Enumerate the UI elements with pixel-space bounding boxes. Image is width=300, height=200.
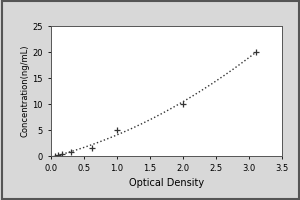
Point <box>68 150 73 154</box>
Point <box>181 102 185 106</box>
X-axis label: Optical Density: Optical Density <box>129 178 204 188</box>
Y-axis label: Concentration(ng/mL): Concentration(ng/mL) <box>20 45 29 137</box>
Point <box>253 50 258 54</box>
Point <box>115 128 119 132</box>
Point <box>90 146 95 149</box>
Point <box>55 154 60 157</box>
Point <box>52 154 57 158</box>
Point <box>59 153 64 156</box>
